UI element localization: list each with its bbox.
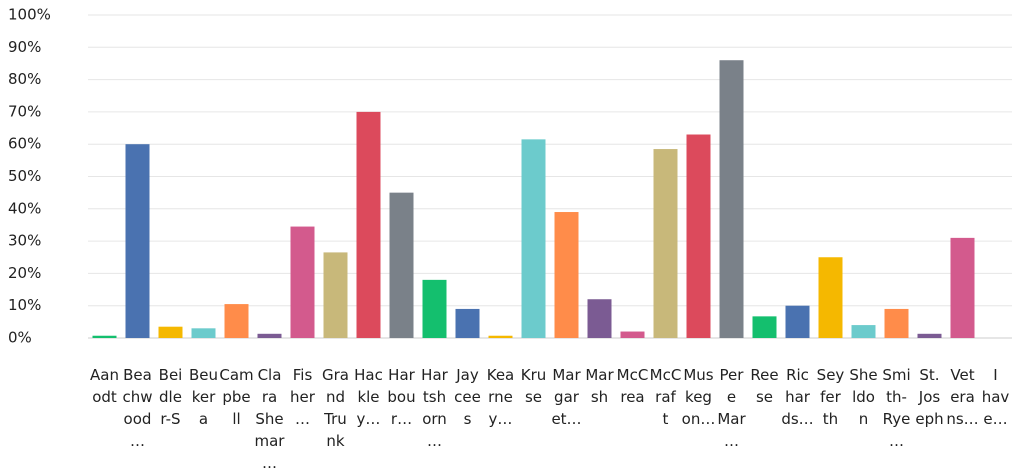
x-tick-label: Mar sh — [585, 366, 614, 406]
bar — [620, 331, 645, 338]
bar — [884, 308, 909, 338]
y-tick-label: 50% — [8, 167, 41, 185]
x-tick-label: St. Jos eph — [915, 366, 943, 428]
x-tick-label: Per e Mar… — [717, 366, 746, 450]
bar — [224, 304, 249, 338]
x-tick-label: Beu ker a — [189, 366, 218, 428]
bar — [719, 60, 744, 338]
y-tick-label: 80% — [8, 70, 41, 88]
bar — [851, 325, 876, 338]
bar — [158, 326, 183, 338]
x-tick-label: Gra nd Tru nk — [322, 366, 349, 450]
x-tick-label: Smi th-Rye… — [882, 366, 910, 450]
y-tick-label: 40% — [8, 199, 41, 217]
bar — [554, 212, 579, 338]
x-tick-label: Ric har ds… — [781, 366, 813, 428]
x-tick-label: Bei dle r-S — [159, 366, 183, 428]
bar — [653, 149, 678, 338]
x-tick-label: Ree se — [750, 366, 778, 406]
x-tick-label: McC raf t — [650, 366, 682, 428]
bar — [422, 279, 447, 338]
bar — [191, 328, 216, 338]
x-tick-label: Vet era ns… — [946, 366, 978, 428]
bar — [92, 335, 117, 338]
y-tick-label: 100% — [8, 6, 51, 24]
x-tick-label: Mar gar et… — [551, 366, 581, 428]
x-tick-label: Aan odt — [90, 366, 119, 406]
y-tick-label: 10% — [8, 296, 41, 314]
bar — [785, 305, 810, 338]
x-tick-label: Sey fer th — [817, 366, 845, 428]
bar — [455, 308, 480, 338]
bar — [125, 144, 150, 338]
x-tick-label: Cla ra She mar… — [255, 366, 286, 468]
bar — [686, 134, 711, 338]
x-tick-label: Jay cee s — [454, 366, 481, 428]
x-tick-label: Cam pbe ll — [219, 366, 253, 428]
x-tick-label: Har bou r… — [387, 366, 415, 428]
bar — [356, 111, 381, 339]
x-tick-label: Kru se — [521, 366, 547, 406]
y-tick-label: 0% — [8, 329, 32, 347]
y-tick-label: 70% — [8, 102, 41, 120]
bar — [290, 226, 315, 338]
bar — [917, 333, 942, 338]
y-tick-label: 60% — [8, 135, 41, 153]
bar — [818, 257, 843, 338]
bar — [488, 335, 513, 338]
x-tick-label: Har tsh orn… — [421, 366, 448, 450]
x-tick-label: She ldo n — [849, 366, 877, 428]
y-tick-label: 30% — [8, 232, 41, 250]
x-tick-label: Mus keg on… — [682, 366, 716, 428]
y-tick-label: 90% — [8, 38, 41, 56]
x-tick-label: Fis her… — [290, 366, 316, 428]
x-tick-label: McC rea — [617, 366, 649, 406]
x-tick-label: Kea rne y… — [487, 366, 515, 428]
bar — [257, 333, 282, 338]
bar — [587, 299, 612, 338]
bar — [323, 252, 348, 338]
bar — [521, 139, 546, 338]
bar — [389, 192, 414, 338]
x-tick-label: Hac kle y… — [354, 366, 383, 428]
bar — [950, 237, 975, 338]
bar — [752, 316, 777, 338]
y-tick-label: 20% — [8, 264, 41, 282]
x-tick-label: Bea chw ood… — [122, 366, 152, 450]
